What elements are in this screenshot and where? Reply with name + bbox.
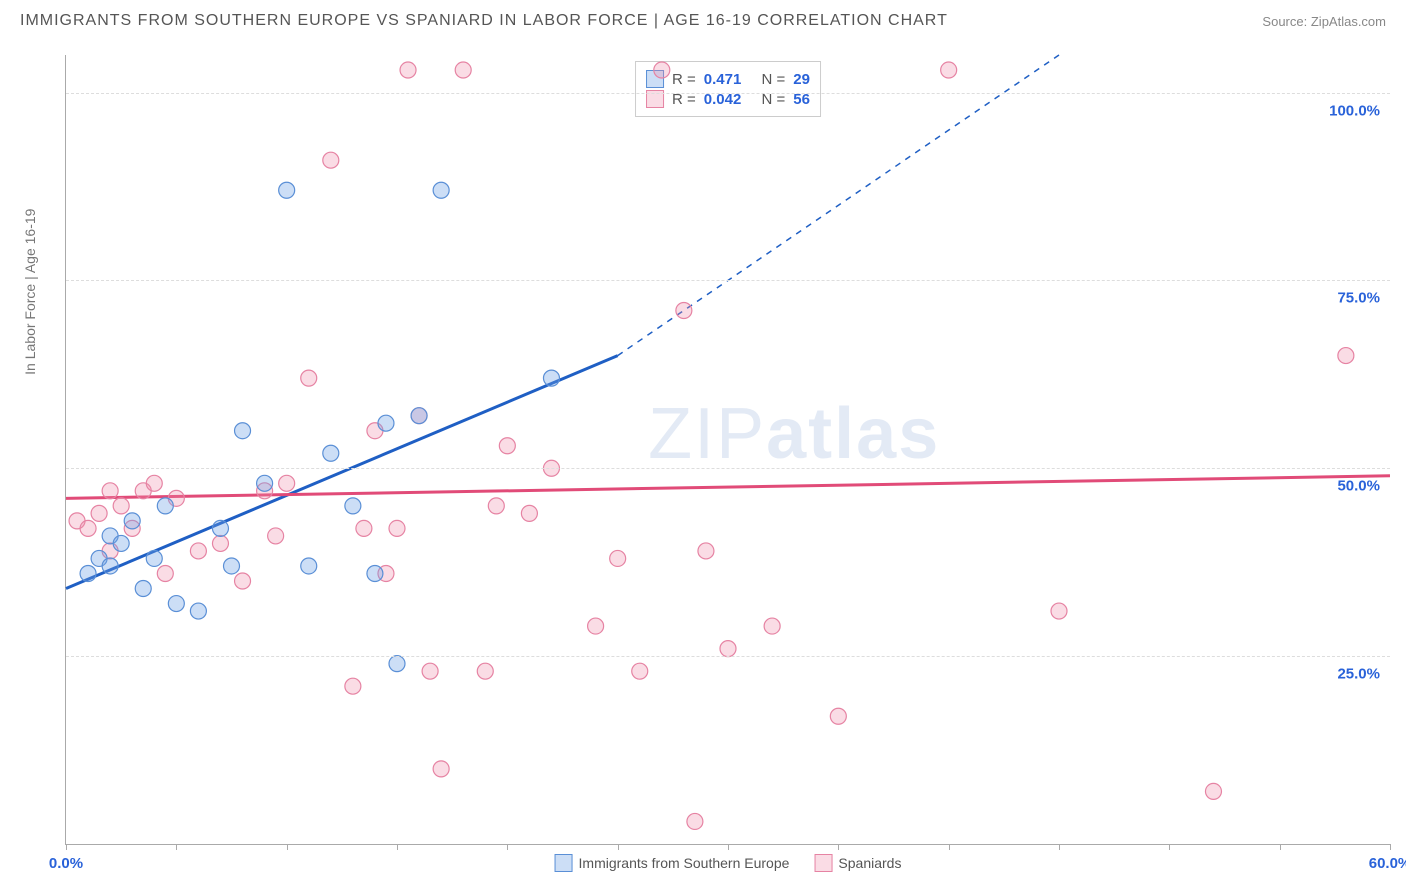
x-tick-mark (1059, 844, 1060, 850)
x-tick-mark (1169, 844, 1170, 850)
source-attribution: Source: ZipAtlas.com (1262, 14, 1386, 29)
chart-title: IMMIGRANTS FROM SOUTHERN EUROPE VS SPANI… (20, 12, 948, 30)
x-tick-label: 60.0% (1369, 855, 1406, 872)
grid-line-h (66, 656, 1390, 657)
y-tick-label: 50.0% (1337, 478, 1380, 495)
x-tick-mark (287, 844, 288, 850)
y-tick-label: 75.0% (1337, 290, 1380, 307)
y-tick-label: 100.0% (1329, 102, 1380, 119)
x-tick-label: 0.0% (49, 855, 83, 872)
x-tick-mark (949, 844, 950, 850)
plot-area: ZIPatlas R = 0.471 N = 29 R = 0.042 N = … (65, 55, 1390, 845)
series-a-label: Immigrants from Southern Europe (579, 855, 790, 871)
legend-item-b: Spaniards (814, 854, 901, 872)
swatch-series-b-icon (814, 854, 832, 872)
x-tick-mark (1390, 844, 1391, 850)
chart-container: In Labor Force | Age 16-19 ZIPatlas R = … (50, 55, 1390, 845)
scatter-svg (66, 55, 1390, 844)
grid-line-h (66, 93, 1390, 94)
x-tick-mark (397, 844, 398, 850)
x-tick-mark (176, 844, 177, 850)
x-tick-mark (728, 844, 729, 850)
x-tick-mark (618, 844, 619, 850)
series-legend: Immigrants from Southern Europe Spaniard… (555, 854, 902, 872)
swatch-series-a-icon (555, 854, 573, 872)
series-b-label: Spaniards (838, 855, 901, 871)
x-tick-mark (66, 844, 67, 850)
x-tick-mark (838, 844, 839, 850)
legend-item-a: Immigrants from Southern Europe (555, 854, 790, 872)
x-tick-mark (507, 844, 508, 850)
x-tick-mark (1280, 844, 1281, 850)
y-axis-label: In Labor Force | Age 16-19 (22, 209, 38, 375)
y-tick-label: 25.0% (1337, 666, 1380, 683)
grid-line-h (66, 468, 1390, 469)
grid-line-h (66, 280, 1390, 281)
